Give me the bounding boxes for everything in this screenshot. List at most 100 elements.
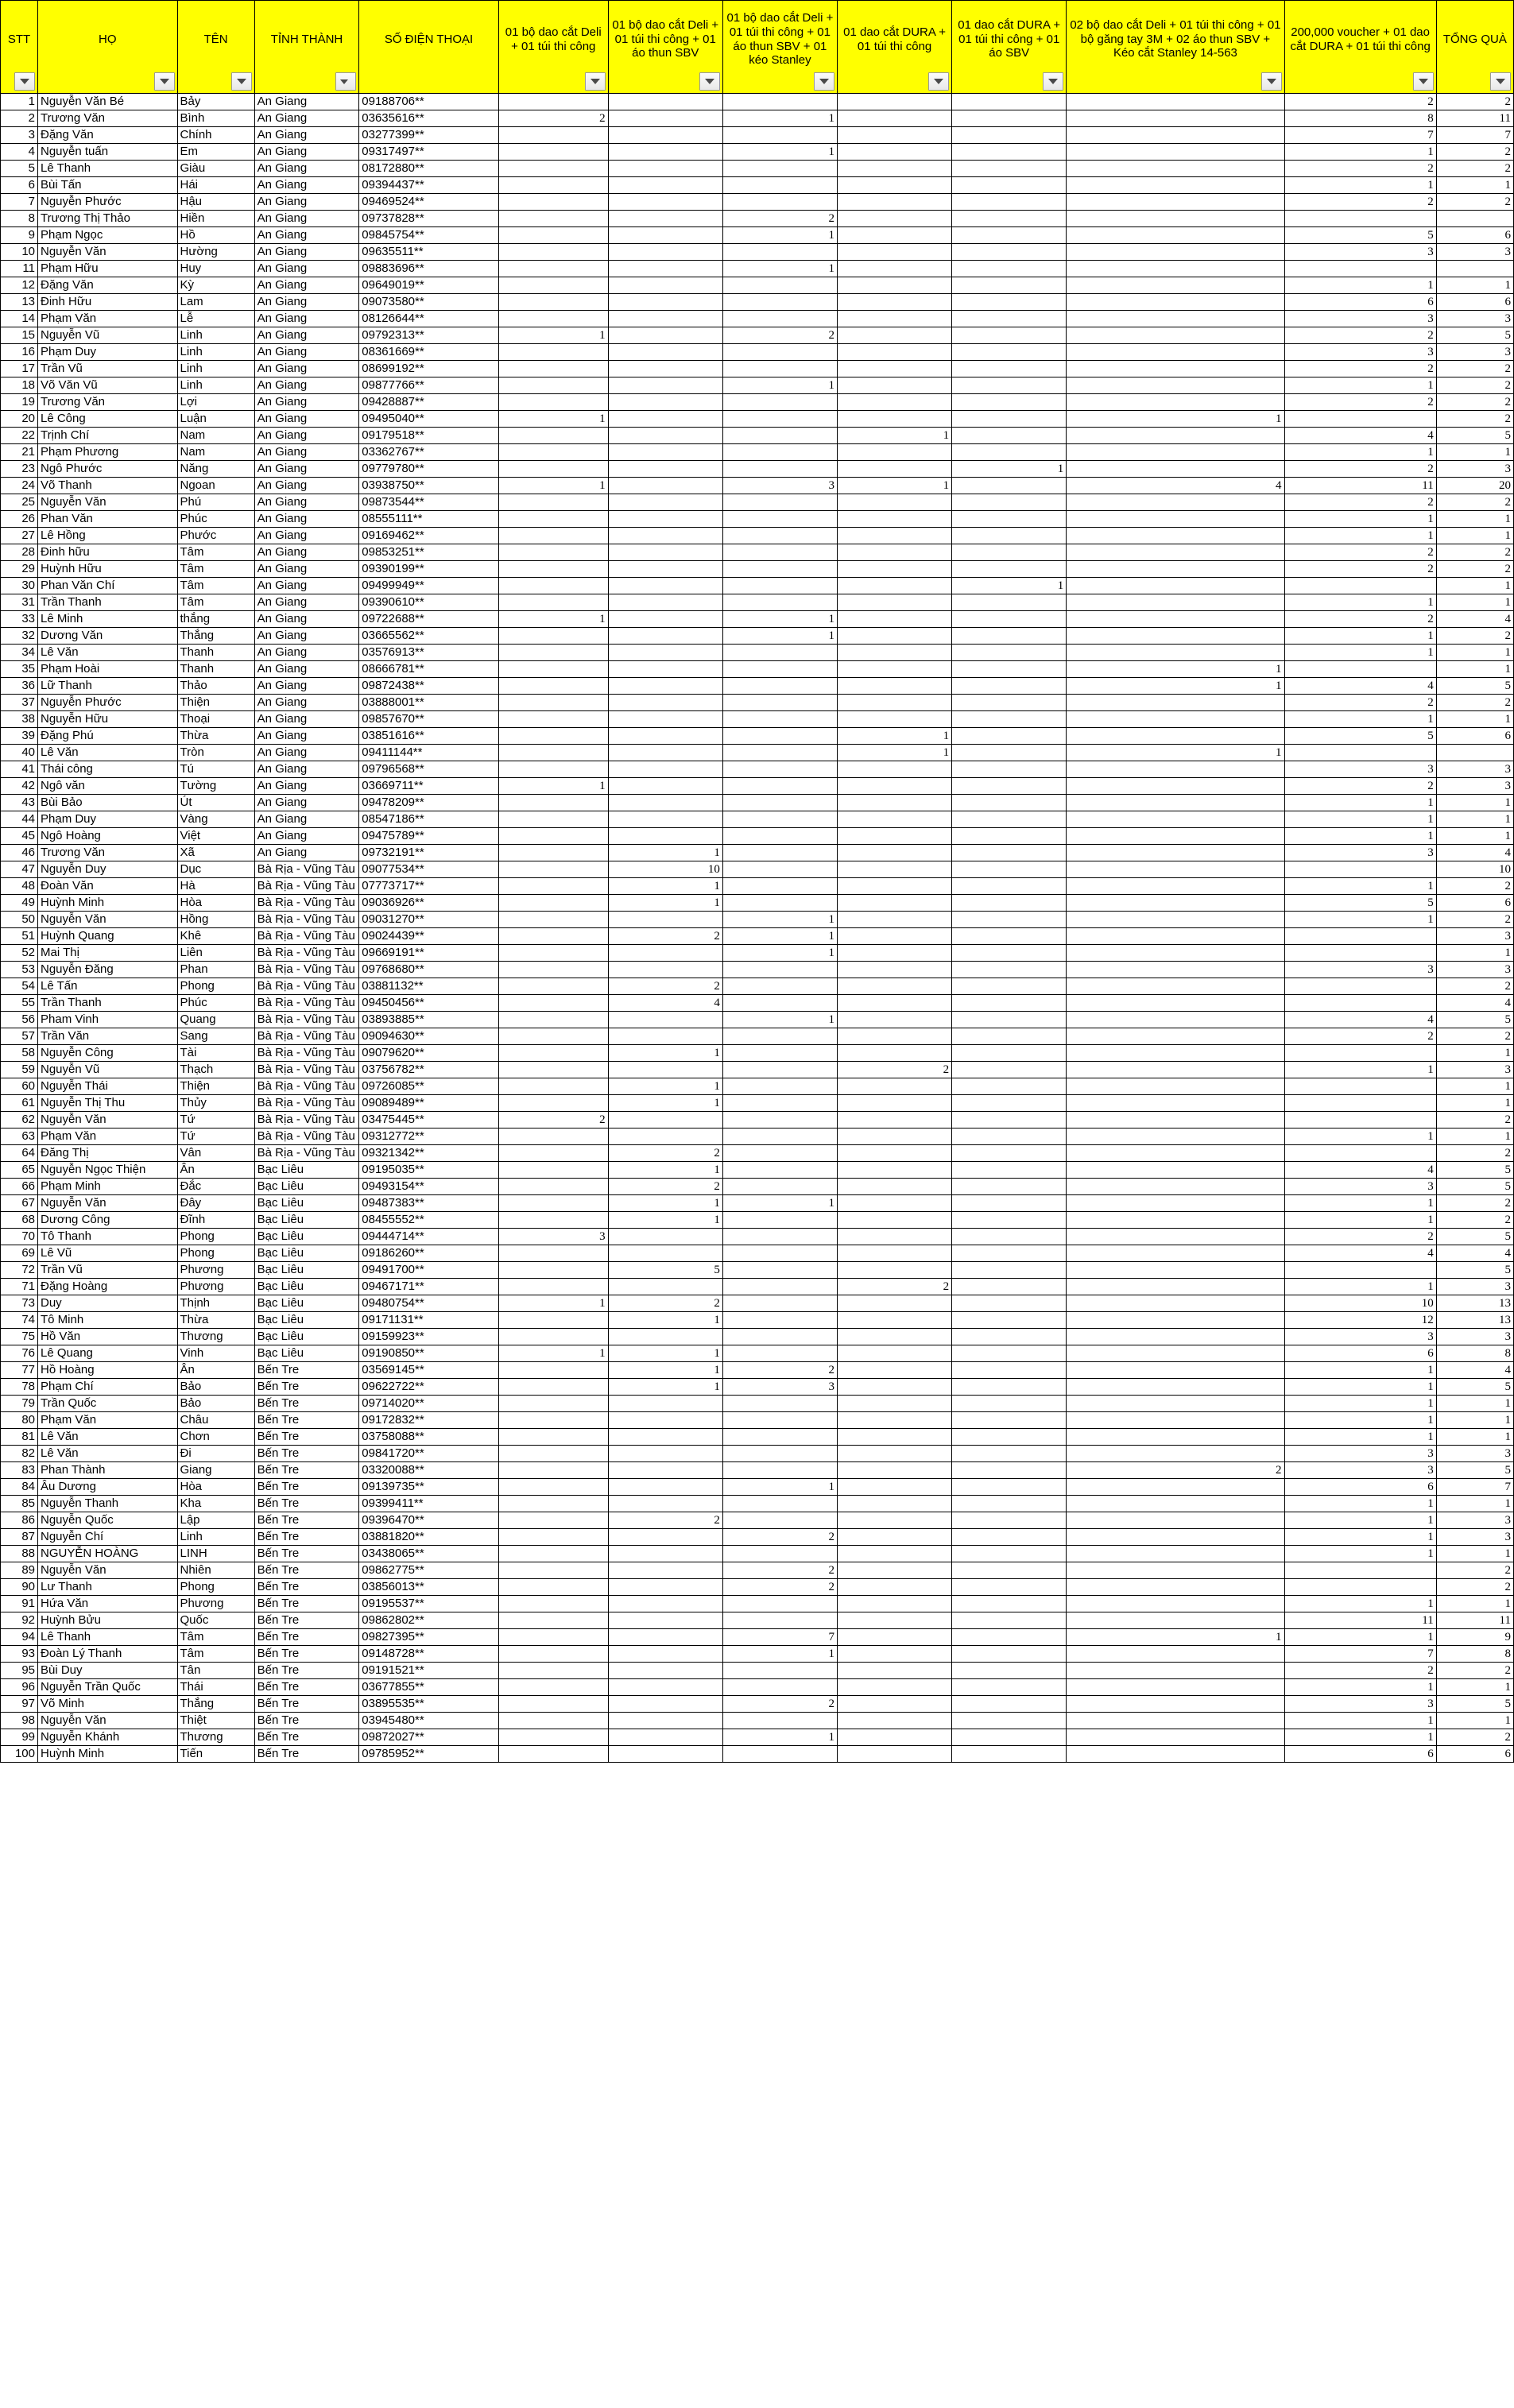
cell-tong[interactable]: 5 bbox=[1435, 427, 1514, 444]
cell-tinh[interactable]: Bến Tre bbox=[254, 1729, 360, 1746]
cell-g1[interactable] bbox=[498, 1645, 609, 1663]
cell-ho[interactable]: Phạm Văn bbox=[37, 1128, 178, 1145]
table-row[interactable]: 18 Võ Văn Vũ Linh An Giang 09877766** 1 1 2 bbox=[0, 377, 1514, 394]
cell-g2[interactable] bbox=[607, 1578, 723, 1596]
cell-tinh[interactable]: An Giang bbox=[254, 460, 360, 478]
cell-stt[interactable]: 16 bbox=[0, 343, 38, 361]
cell-g1[interactable]: 1 bbox=[498, 477, 609, 494]
cell-ten[interactable]: Thanh bbox=[176, 660, 255, 678]
cell-g7[interactable]: 1 bbox=[1284, 1278, 1437, 1295]
cell-g6[interactable] bbox=[1066, 861, 1285, 878]
cell-ho[interactable]: Nguyễn Hữu bbox=[37, 710, 178, 728]
filter-dropdown-button-tong[interactable] bbox=[1490, 72, 1511, 91]
cell-ho[interactable]: Phan Văn Chí bbox=[37, 577, 178, 594]
cell-tinh[interactable]: Bến Tre bbox=[254, 1612, 360, 1629]
cell-g2[interactable] bbox=[607, 360, 723, 377]
cell-g6[interactable] bbox=[1066, 877, 1285, 895]
cell-g3[interactable] bbox=[722, 710, 838, 728]
cell-g3[interactable] bbox=[722, 1328, 838, 1345]
cell-g7[interactable]: 2 bbox=[1284, 777, 1437, 795]
cell-ho[interactable]: Phạm Phương bbox=[37, 443, 178, 461]
cell-g7[interactable]: 3 bbox=[1284, 761, 1437, 778]
cell-g6[interactable] bbox=[1066, 994, 1285, 1012]
table-row[interactable]: 91 Hứa Văn Phương Bến Tre 09195537** 1 1 bbox=[0, 1595, 1514, 1612]
cell-tong[interactable]: 3 bbox=[1435, 777, 1514, 795]
cell-g3[interactable] bbox=[722, 861, 838, 878]
cell-tong[interactable]: 2 bbox=[1435, 1028, 1514, 1045]
cell-g3[interactable] bbox=[722, 1111, 838, 1129]
cell-g7[interactable]: 1 bbox=[1284, 911, 1437, 928]
cell-g1[interactable] bbox=[498, 1595, 609, 1612]
cell-stt[interactable]: 48 bbox=[0, 877, 38, 895]
cell-tinh[interactable]: Bạc Liêu bbox=[254, 1178, 360, 1195]
cell-stt[interactable]: 5 bbox=[0, 160, 38, 177]
cell-ho[interactable]: Nguyễn Phước bbox=[37, 193, 178, 211]
cell-stt[interactable]: 17 bbox=[0, 360, 38, 377]
cell-tong[interactable]: 1 bbox=[1435, 1411, 1514, 1429]
cell-g7[interactable]: 6 bbox=[1284, 1345, 1437, 1362]
cell-g5[interactable]: 1 bbox=[951, 460, 1067, 478]
table-row[interactable]: 80 Phạm Văn Châu Bến Tre 09172832** 1 1 bbox=[0, 1411, 1514, 1429]
cell-g6[interactable] bbox=[1066, 176, 1285, 194]
cell-g5[interactable] bbox=[951, 1428, 1067, 1446]
cell-tong[interactable]: 2 bbox=[1435, 360, 1514, 377]
cell-g4[interactable] bbox=[836, 1595, 953, 1612]
cell-sdt[interactable]: 09845754** bbox=[358, 226, 499, 244]
cell-stt[interactable]: 52 bbox=[0, 944, 38, 962]
cell-stt[interactable]: 9 bbox=[0, 226, 38, 244]
cell-g1[interactable] bbox=[498, 1628, 609, 1646]
cell-g3[interactable] bbox=[722, 1028, 838, 1045]
cell-tong[interactable]: 20 bbox=[1435, 477, 1514, 494]
cell-g2[interactable] bbox=[607, 427, 723, 444]
cell-g3[interactable] bbox=[722, 460, 838, 478]
cell-g4[interactable] bbox=[836, 1645, 953, 1663]
cell-g6[interactable] bbox=[1066, 210, 1285, 227]
cell-ho[interactable]: Nguyễn Văn bbox=[37, 1712, 178, 1729]
cell-g3[interactable]: 2 bbox=[722, 1528, 838, 1546]
cell-tong[interactable]: 1 bbox=[1435, 277, 1514, 294]
cell-g4[interactable] bbox=[836, 410, 953, 428]
cell-g2[interactable] bbox=[607, 1245, 723, 1262]
cell-g4[interactable] bbox=[836, 694, 953, 711]
cell-sdt[interactable]: 09024439** bbox=[358, 927, 499, 945]
cell-ten[interactable]: Tâm bbox=[176, 594, 255, 611]
table-row[interactable]: 14 Phạm Văn Lễ An Giang 08126644** 3 3 bbox=[0, 310, 1514, 327]
cell-ho[interactable]: Ngô văn bbox=[37, 777, 178, 795]
table-row[interactable]: 46 Trương Văn Xã An Giang 09732191** 1 3 4 bbox=[0, 844, 1514, 861]
cell-g3[interactable] bbox=[722, 777, 838, 795]
cell-g3[interactable] bbox=[722, 961, 838, 978]
cell-tinh[interactable]: An Giang bbox=[254, 610, 360, 628]
cell-g2[interactable] bbox=[607, 811, 723, 828]
cell-g2[interactable] bbox=[607, 794, 723, 811]
cell-ten[interactable]: Khê bbox=[176, 927, 255, 945]
table-row[interactable]: 77 Hồ Hoàng Ân Bến Tre 03569145** 1 2 1 4 bbox=[0, 1361, 1514, 1379]
cell-g3[interactable] bbox=[722, 1612, 838, 1629]
cell-tinh[interactable]: An Giang bbox=[254, 126, 360, 144]
cell-g4[interactable] bbox=[836, 1144, 953, 1162]
cell-g2[interactable] bbox=[607, 1662, 723, 1679]
cell-g5[interactable] bbox=[951, 1328, 1067, 1345]
cell-tinh[interactable]: Bà Rịa - Vũng Tàu bbox=[254, 1044, 360, 1062]
cell-tinh[interactable]: Bà Rịa - Vũng Tàu bbox=[254, 1128, 360, 1145]
cell-g6[interactable] bbox=[1066, 1395, 1285, 1412]
cell-g4[interactable] bbox=[836, 110, 953, 127]
cell-g1[interactable] bbox=[498, 377, 609, 394]
column-header-ten[interactable]: TÊN bbox=[176, 0, 255, 94]
cell-g3[interactable] bbox=[722, 494, 838, 511]
cell-g5[interactable] bbox=[951, 410, 1067, 428]
cell-tinh[interactable]: Bến Tre bbox=[254, 1428, 360, 1446]
cell-tinh[interactable]: Bạc Liêu bbox=[254, 1228, 360, 1245]
cell-g5[interactable] bbox=[951, 1028, 1067, 1045]
cell-tinh[interactable]: An Giang bbox=[254, 293, 360, 311]
cell-ho[interactable]: Bùi Duy bbox=[37, 1662, 178, 1679]
cell-g4[interactable] bbox=[836, 1628, 953, 1646]
cell-g6[interactable] bbox=[1066, 193, 1285, 211]
cell-ten[interactable]: Tiến bbox=[176, 1745, 255, 1763]
table-row[interactable]: 50 Nguyễn Văn Hồng Bà Rịa - Vũng Tàu 0903127… bbox=[0, 911, 1514, 928]
cell-g1[interactable] bbox=[498, 1545, 609, 1562]
cell-g4[interactable] bbox=[836, 1395, 953, 1412]
cell-ten[interactable]: Đây bbox=[176, 1194, 255, 1212]
cell-tong[interactable]: 2 bbox=[1435, 160, 1514, 177]
cell-g7[interactable]: 1 bbox=[1284, 1678, 1437, 1696]
cell-g4[interactable] bbox=[836, 1345, 953, 1362]
